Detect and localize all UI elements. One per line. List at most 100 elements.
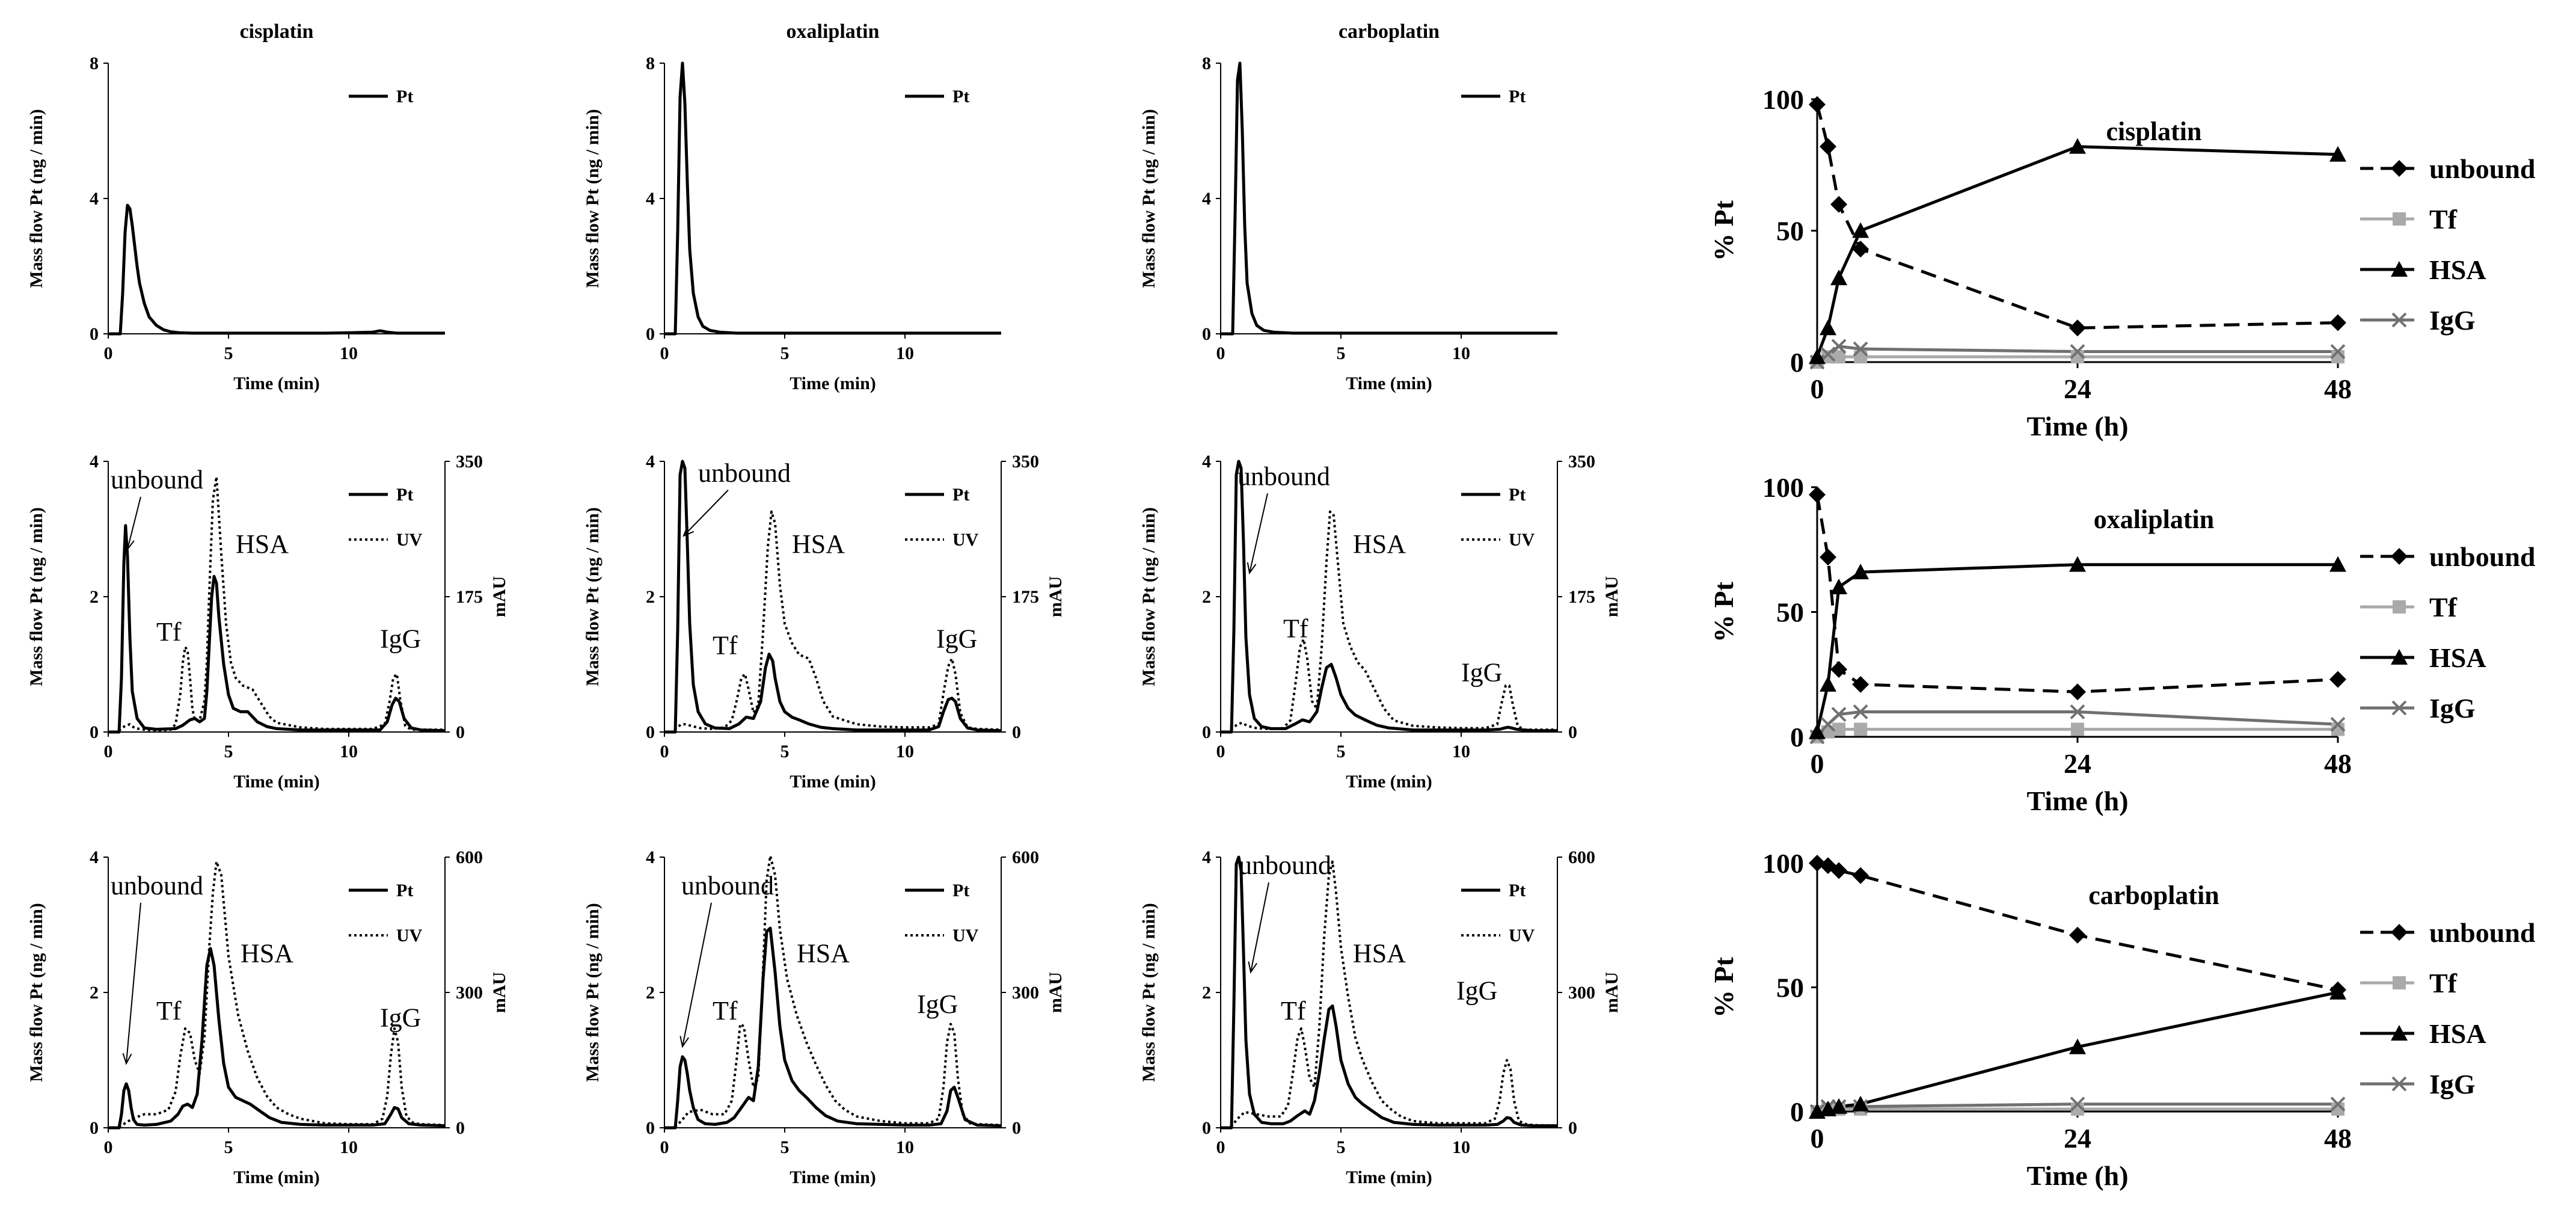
y-tick-label: 0	[90, 722, 99, 742]
y2-tick-label: 0	[456, 722, 465, 742]
annotation-hsa: HSA	[236, 529, 289, 559]
annotation-igg: IgG	[1456, 976, 1497, 1005]
x-axis-title: Time (min)	[1346, 1167, 1432, 1187]
panel-title: oxaliplatin	[2094, 505, 2215, 534]
x-axis-title: Time (h)	[2026, 1160, 2128, 1191]
annotation-igg: IgG	[917, 989, 958, 1019]
x-axis-title: Time (min)	[233, 772, 320, 792]
series-line-pt	[108, 524, 446, 734]
annotation-arrow	[683, 490, 729, 537]
annotation-arrowhead	[679, 1036, 689, 1048]
data-point-igg	[1853, 341, 1868, 357]
y2-tick-label: 300	[1012, 983, 1039, 1003]
legend-marker-tf	[2393, 976, 2406, 989]
data-point-igg	[2070, 1097, 2085, 1112]
x-tick-label: 0	[1216, 343, 1225, 363]
y-tick-label: 0	[1790, 347, 1804, 378]
legend-label: Pt	[396, 87, 413, 106]
data-point-hsa	[1852, 564, 1869, 580]
annotation-arrow	[682, 902, 712, 1047]
legend-label: Pt	[1509, 485, 1526, 505]
annotation-unbound: unbound	[1239, 851, 1331, 880]
x-tick-label: 10	[896, 343, 914, 363]
chart-panel-oxa-a: 0 4 8 0 5 10 Time (min) Mass flow Pt (ng / min)…	[583, 20, 1001, 393]
y-tick-label: 0	[1790, 1097, 1804, 1127]
legend-label: Pt	[396, 881, 413, 900]
legend-marker-hsa	[2391, 649, 2408, 665]
legend-label: unbound	[2429, 917, 2536, 948]
series-line-unbound	[1817, 861, 2338, 992]
y-axis-title: Mass flow Pt (ng / min)	[26, 507, 46, 686]
x-tick-label: 48	[2324, 748, 2352, 779]
data-point-igg	[2330, 1097, 2346, 1112]
y2-tick-label: 600	[1568, 847, 1595, 867]
y-tick-label: 0	[90, 1118, 99, 1138]
legend-label: UV	[1509, 530, 1535, 550]
data-point-unbound	[1820, 549, 1837, 566]
series-line-hsa	[1815, 563, 2338, 733]
y2-tick-label: 175	[1568, 587, 1595, 607]
y2-tick-label: 0	[1012, 1118, 1021, 1138]
y-tick-label: 2	[1202, 983, 1211, 1003]
series-line-pt	[1221, 61, 1557, 336]
legend-label: Pt	[952, 881, 969, 900]
data-point-tf	[1832, 350, 1846, 364]
x-tick-label: 0	[660, 742, 669, 761]
x-tick-label: 10	[1452, 343, 1470, 363]
data-point-igg	[1831, 707, 1847, 722]
data-point-unbound	[2329, 314, 2346, 331]
panel-title: cisplatin	[240, 20, 314, 43]
legend-marker-tf	[2393, 212, 2406, 226]
series-line-uv	[1221, 510, 1557, 733]
data-point-tf	[1854, 722, 1868, 736]
x-tick-label: 0	[660, 1137, 669, 1157]
y-axis-title: Mass flow Pt (ng / min)	[583, 903, 603, 1081]
annotation-tf: Tf	[156, 617, 182, 647]
series-line-pt	[108, 947, 446, 1130]
annotation-unbound: unbound	[698, 458, 791, 488]
data-point-unbound	[2069, 683, 2086, 701]
y-tick-label: 4	[1202, 847, 1211, 867]
data-point-hsa	[2329, 983, 2346, 1000]
y-tick-label: 4	[646, 847, 655, 867]
x-tick-label: 5	[780, 742, 790, 761]
x-tick-label: 10	[340, 1137, 358, 1157]
y-axis-title: Mass flow Pt (ng / min)	[26, 903, 46, 1081]
series-line-uv	[1221, 860, 1558, 1129]
annotation-arrow	[127, 496, 141, 550]
chart-panel-carbo-b: 0 2 4 0 5 10 0 175 350 mAU Time (min) Mass flow Pt …	[1139, 452, 1622, 792]
y2-axis-title: mAU	[1046, 972, 1066, 1013]
legend-label: Pt	[1509, 881, 1526, 900]
y2-tick-label: 300	[1568, 983, 1595, 1003]
data-point-tf	[1821, 350, 1835, 364]
x-axis-title: Time (min)	[233, 374, 320, 393]
y-tick-label: 4	[90, 189, 99, 209]
y-tick-label: 0	[646, 1118, 655, 1138]
y2-axis-title: mAU	[1602, 972, 1622, 1013]
annotation-igg: IgG	[1461, 658, 1502, 688]
annotation-arrowhead	[682, 525, 694, 537]
series-line-uv	[108, 475, 445, 733]
data-point-hsa	[2329, 556, 2346, 572]
series-line-pt	[1221, 855, 1557, 1130]
x-tick-label: 10	[1452, 1137, 1470, 1157]
data-point-tf	[2071, 722, 2084, 736]
annotation-unbound: unbound	[111, 465, 203, 494]
x-axis-title: Time (h)	[2026, 411, 2128, 441]
annotation-arrowhead	[1247, 562, 1257, 575]
x-tick-label: 10	[340, 742, 358, 761]
series-line-unbound	[1815, 104, 2338, 330]
y-tick-label: 4	[1202, 189, 1211, 209]
data-point-hsa	[1809, 723, 1826, 739]
legend-label: UV	[952, 530, 979, 550]
annotation-igg: IgG	[936, 624, 977, 653]
y-tick-label: 0	[646, 722, 655, 742]
data-point-hsa	[1820, 319, 1837, 336]
x-axis-title: Time (min)	[1346, 772, 1432, 792]
chart-panel-oxa-c: 0 2 4 0 5 10 0 300 600 mAU Time (min) Mass flow Pt …	[583, 847, 1066, 1187]
x-tick-label: 0	[1811, 1123, 1824, 1154]
data-point-igg	[2330, 344, 2346, 359]
panel-title: carboplatin	[2088, 881, 2219, 910]
data-point-hsa	[1830, 269, 1848, 286]
